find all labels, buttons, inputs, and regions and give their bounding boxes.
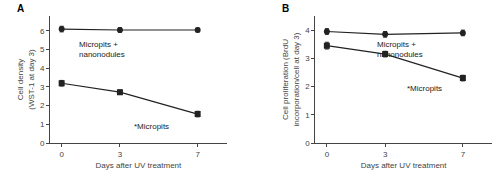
svg-text:Days after UV treatment: Days after UV treatment (361, 161, 448, 170)
svg-text:4: 4 (305, 26, 310, 35)
svg-text:7: 7 (195, 150, 200, 159)
svg-text:0: 0 (59, 150, 64, 159)
svg-text:3: 3 (40, 83, 45, 92)
svg-text:Micropits +nanonodules: Micropits +nanonodules (79, 40, 125, 59)
svg-text:Cell proliferation (BrdUincorp: Cell proliferation (BrdUincorporation/ce… (281, 32, 300, 126)
svg-text:0: 0 (40, 139, 45, 148)
svg-text:6: 6 (40, 27, 45, 36)
svg-text:*Micropits: *Micropits (134, 122, 169, 131)
svg-text:7: 7 (461, 150, 466, 159)
svg-text:5: 5 (40, 45, 45, 54)
svg-text:Micropits +nanonodules: Micropits +nanonodules (377, 40, 423, 59)
svg-text:3: 3 (305, 54, 310, 63)
svg-text:Days after UV treatment: Days after UV treatment (95, 161, 182, 170)
svg-text:Cell density(WST-1 at day 3): Cell density(WST-1 at day 3) (16, 49, 35, 110)
svg-text:1: 1 (305, 111, 310, 120)
svg-text:2: 2 (40, 101, 45, 110)
svg-text:2: 2 (305, 82, 310, 91)
svg-text:B: B (282, 3, 289, 14)
svg-text:0: 0 (325, 150, 330, 159)
svg-text:A: A (17, 3, 24, 14)
svg-text:3: 3 (118, 150, 123, 159)
svg-text:0: 0 (305, 139, 310, 148)
svg-text:4: 4 (40, 64, 45, 73)
svg-text:*Micropits: *Micropits (407, 84, 442, 93)
svg-text:3: 3 (383, 150, 388, 159)
svg-text:1: 1 (40, 120, 45, 129)
